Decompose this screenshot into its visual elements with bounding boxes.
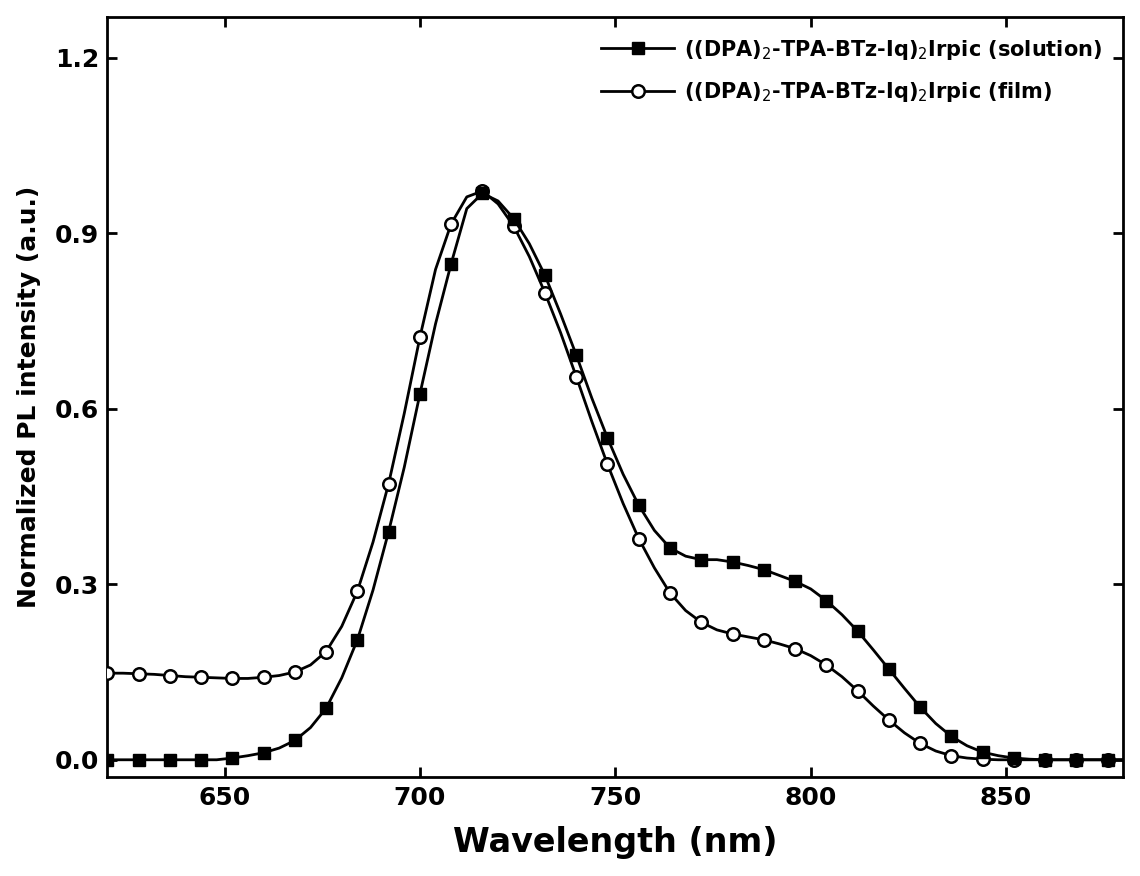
((DPA)$_2$-TPA-BTz-Iq)$_2$Irpic (solution): [179, 754, 193, 765]
((DPA)$_2$-TPA-BTz-Iq)$_2$Irpic (film): [992, 754, 1005, 765]
Y-axis label: Normalized PL intensity (a.u.): Normalized PL intensity (a.u.): [17, 186, 41, 608]
((DPA)$_2$-TPA-BTz-Iq)$_2$Irpic (solution): [100, 754, 114, 765]
((DPA)$_2$-TPA-BTz-Iq)$_2$Irpic (film): [475, 186, 489, 196]
((DPA)$_2$-TPA-BTz-Iq)$_2$Irpic (solution): [1116, 754, 1130, 765]
((DPA)$_2$-TPA-BTz-Iq)$_2$Irpic (film): [100, 668, 114, 678]
((DPA)$_2$-TPA-BTz-Iq)$_2$Irpic (film): [1116, 754, 1130, 765]
X-axis label: Wavelength (nm): Wavelength (nm): [453, 826, 777, 859]
((DPA)$_2$-TPA-BTz-Iq)$_2$Irpic (solution): [350, 634, 364, 645]
((DPA)$_2$-TPA-BTz-Iq)$_2$Irpic (film): [179, 671, 193, 682]
Line: ((DPA)$_2$-TPA-BTz-Iq)$_2$Irpic (film): ((DPA)$_2$-TPA-BTz-Iq)$_2$Irpic (film): [101, 185, 1130, 766]
((DPA)$_2$-TPA-BTz-Iq)$_2$Irpic (film): [350, 586, 364, 597]
((DPA)$_2$-TPA-BTz-Iq)$_2$Irpic (solution): [554, 308, 568, 319]
Line: ((DPA)$_2$-TPA-BTz-Iq)$_2$Irpic (solution): ((DPA)$_2$-TPA-BTz-Iq)$_2$Irpic (solutio…: [101, 187, 1129, 766]
((DPA)$_2$-TPA-BTz-Iq)$_2$Irpic (solution): [913, 702, 927, 712]
((DPA)$_2$-TPA-BTz-Iq)$_2$Irpic (solution): [413, 389, 426, 399]
((DPA)$_2$-TPA-BTz-Iq)$_2$Irpic (film): [913, 738, 927, 749]
((DPA)$_2$-TPA-BTz-Iq)$_2$Irpic (film): [413, 332, 426, 343]
((DPA)$_2$-TPA-BTz-Iq)$_2$Irpic (film): [569, 371, 583, 382]
Legend: ((DPA)$_2$-TPA-BTz-Iq)$_2$Irpic (solution), ((DPA)$_2$-TPA-BTz-Iq)$_2$Irpic (fil: ((DPA)$_2$-TPA-BTz-Iq)$_2$Irpic (solutio…: [591, 27, 1113, 115]
((DPA)$_2$-TPA-BTz-Iq)$_2$Irpic (solution): [475, 188, 489, 199]
((DPA)$_2$-TPA-BTz-Iq)$_2$Irpic (solution): [1054, 754, 1068, 765]
((DPA)$_2$-TPA-BTz-Iq)$_2$Irpic (film): [554, 328, 568, 338]
